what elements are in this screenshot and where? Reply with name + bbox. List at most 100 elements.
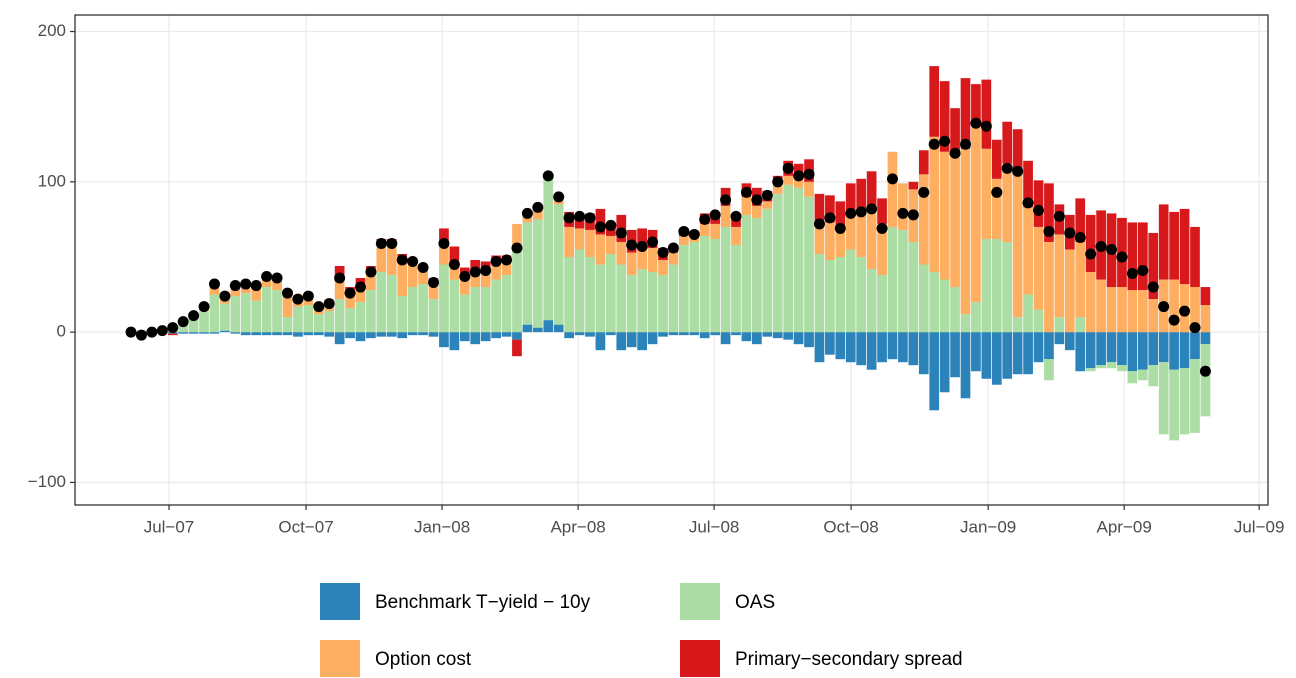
bar-segment: [1200, 305, 1211, 333]
bar-segment: [418, 284, 428, 333]
total-point: [1158, 301, 1170, 313]
bar-segment: [741, 332, 752, 342]
bar-segment: [647, 272, 658, 333]
bar-segment: [1117, 287, 1127, 333]
bar-segment: [991, 238, 1002, 333]
bar-segment: [366, 290, 376, 333]
total-point: [793, 170, 805, 182]
bar-segment: [1064, 332, 1075, 351]
bar-segment: [835, 226, 846, 257]
bar-segment: [971, 332, 981, 372]
total-point: [751, 194, 763, 206]
bar-segment: [1075, 241, 1086, 318]
bar-segment: [929, 66, 940, 137]
total-point: [845, 207, 857, 219]
bar-segment: [1044, 332, 1054, 360]
bar-segment: [470, 272, 481, 288]
bar-segment: [491, 279, 501, 333]
bar-segment: [449, 261, 460, 280]
total-point: [448, 259, 460, 271]
bar-segment: [199, 332, 209, 334]
bar-segment: [918, 264, 929, 333]
total-point: [240, 278, 252, 290]
bar-segment: [282, 290, 293, 318]
plot-border: [74, 14, 1269, 506]
bar-segment: [334, 332, 345, 345]
bar-segment: [960, 148, 971, 315]
total-point: [1064, 227, 1076, 239]
total-point: [897, 207, 909, 219]
total-point: [594, 221, 606, 233]
bar-segment: [710, 223, 721, 239]
bar-segment: [251, 332, 262, 336]
legend-label: OAS: [735, 592, 775, 613]
bar-segment: [1179, 208, 1190, 285]
bar-segment: [814, 193, 825, 224]
bar-segment: [668, 332, 679, 336]
bar-segment: [418, 332, 428, 336]
bars: [126, 66, 1211, 441]
bar-segment: [1085, 368, 1096, 372]
bar-segment: [1200, 332, 1211, 345]
bar-segment: [282, 317, 293, 333]
bar-segment: [1033, 226, 1044, 310]
bar-segment: [939, 151, 950, 280]
bar-segment: [585, 229, 595, 257]
bar-segment: [428, 332, 439, 337]
bar-segment: [459, 294, 470, 333]
bar-segment: [814, 253, 825, 333]
x-tick-label: Oct−07: [278, 517, 333, 536]
bar-segment: [647, 332, 658, 345]
bar-segment: [783, 184, 794, 333]
legend-key: [320, 640, 360, 677]
bar-segment: [814, 332, 825, 363]
total-point: [886, 173, 898, 185]
total-point: [407, 256, 419, 268]
total-point: [281, 287, 293, 299]
bar-segment: [991, 178, 1002, 239]
bar-segment: [918, 174, 929, 265]
total-point: [699, 213, 711, 225]
bar-segment: [825, 332, 835, 355]
bar-segment: [1148, 232, 1159, 300]
total-point: [146, 326, 158, 338]
bar-segment: [522, 324, 533, 333]
bar-segment: [929, 136, 940, 273]
bar-segment: [960, 314, 971, 333]
bar-segment: [480, 269, 491, 288]
bar-segment: [971, 121, 981, 303]
bar-segment: [1044, 241, 1054, 333]
total-point: [1095, 240, 1107, 252]
bar-segment: [637, 247, 647, 270]
bar-segment: [981, 332, 992, 379]
bar-segment: [845, 249, 856, 333]
points: [125, 117, 1211, 377]
bar-segment: [178, 332, 189, 334]
bar-segment: [877, 332, 887, 363]
bar-segment: [908, 181, 919, 190]
total-point: [605, 219, 617, 231]
bar-segment: [1158, 362, 1169, 435]
bar-segment: [501, 332, 512, 337]
total-point: [490, 256, 502, 268]
bar-segment: [313, 332, 324, 336]
bar-segment: [209, 332, 220, 334]
bar-segment: [616, 332, 627, 351]
legend: Benchmark T−yield − 10y OAS Option cost Pri…: [320, 583, 963, 677]
bar-segment: [470, 287, 481, 333]
total-point: [824, 212, 836, 224]
bar-segment: [449, 279, 460, 333]
total-point: [344, 287, 356, 299]
legend-label: Option cost: [375, 649, 472, 670]
total-point: [292, 293, 304, 305]
bar-segment: [866, 332, 877, 370]
bar-segment: [167, 333, 178, 336]
bar-segment: [543, 320, 554, 333]
bar-segment: [261, 287, 272, 333]
bar-segment: [1085, 214, 1096, 273]
total-point: [167, 322, 179, 334]
bar-segment: [1179, 332, 1190, 369]
bar-segment: [668, 264, 679, 333]
bar-segment: [1054, 317, 1065, 333]
